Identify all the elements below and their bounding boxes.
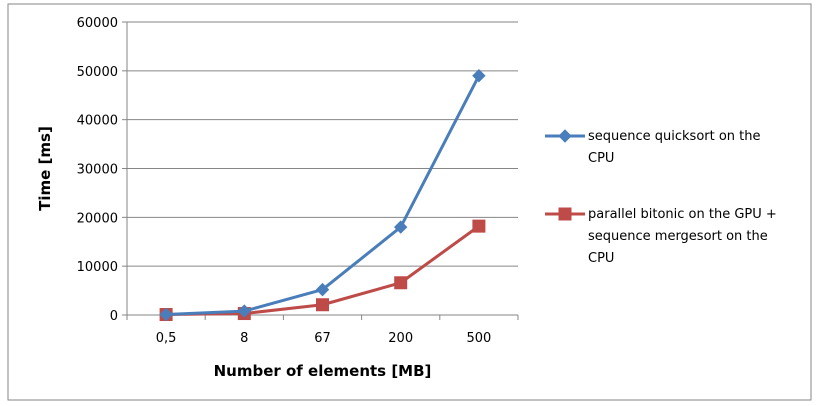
data-point-2-5: [472, 219, 486, 233]
y-tick-label: 20000: [77, 211, 118, 226]
legend-marker: [558, 207, 572, 221]
data-point-1-4: [393, 220, 408, 234]
x-tick-label: 500: [466, 331, 491, 346]
y-tick-label: 10000: [77, 260, 118, 275]
y-tick-label: 60000: [77, 16, 118, 31]
data-point-1-1: [159, 307, 173, 322]
x-tick-label: 200: [388, 331, 413, 346]
series-1: [159, 69, 486, 322]
gridlines: [127, 21, 518, 267]
data-point-2-3: [316, 298, 329, 312]
data-point-1-5: [472, 69, 486, 83]
legend-label: sequence mergesort on the: [588, 229, 768, 244]
y-tick-labels: 0 10000 20000 30000 40000 50000 60000: [77, 16, 127, 324]
x-tick-label: 67: [314, 331, 331, 346]
legend-entry-2: parallel bitonic on the GPU + sequence me…: [545, 207, 777, 266]
y-axis-title: Time [ms]: [36, 126, 54, 211]
y-tick-label: 50000: [77, 65, 118, 80]
y-tick-label: 30000: [77, 163, 118, 178]
series-layer: [159, 69, 486, 322]
y-tick-label: 0: [110, 309, 118, 324]
x-tick-label: 8: [240, 331, 248, 346]
chart-area-border: [7, 3, 812, 401]
x-tick-labels: 0,5 8 67 200 500: [126, 315, 519, 346]
legend-label: sequence quicksort on the: [588, 129, 761, 144]
legend-entry-1: sequence quicksort on the CPU: [545, 129, 761, 166]
legend-marker: [558, 129, 572, 143]
legend-label: CPU: [588, 251, 614, 266]
x-tick-label: 0,5: [156, 331, 177, 346]
data-point-2-4: [394, 276, 408, 290]
x-axis-title: Number of elements [MB]: [214, 362, 432, 380]
legend-label: parallel bitonic on the GPU +: [588, 207, 777, 222]
legend-label: CPU: [588, 151, 614, 166]
data-point-1-2: [237, 304, 252, 318]
data-point-1-3: [315, 282, 330, 297]
y-tick-label: 40000: [77, 114, 118, 129]
